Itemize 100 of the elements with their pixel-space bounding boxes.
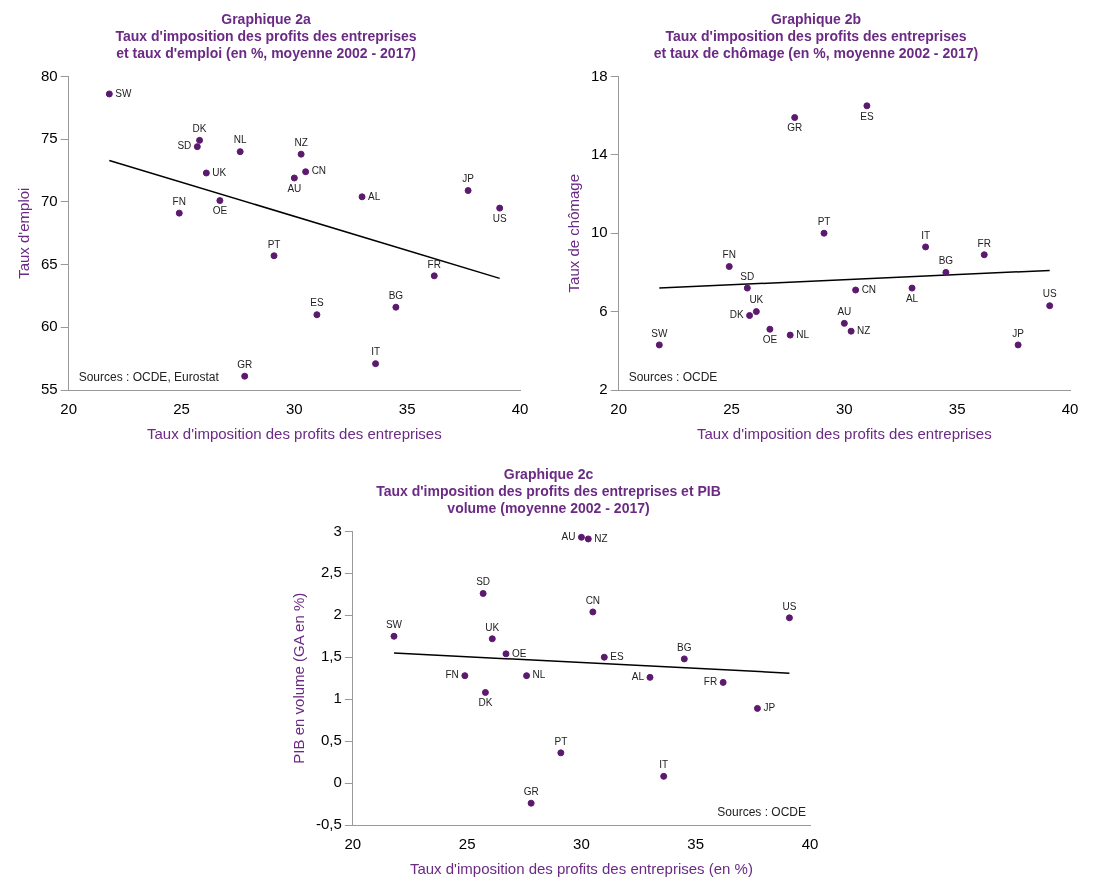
- annotation: NZ: [594, 532, 608, 544]
- point: [980, 251, 988, 259]
- annotation: NL: [532, 669, 546, 681]
- x-tick-label: 40: [511, 400, 529, 418]
- point: [430, 272, 438, 280]
- annotation: PT: [554, 735, 568, 747]
- x-tick-label: 35: [398, 400, 416, 418]
- point: [584, 535, 592, 543]
- annotation: AL: [631, 671, 645, 683]
- point: [753, 704, 761, 712]
- annotation: JP: [462, 173, 475, 185]
- point: [646, 673, 654, 681]
- point: [655, 341, 663, 349]
- annotation: IT: [921, 229, 931, 241]
- annotation: IT: [659, 759, 669, 771]
- annotation: DK: [192, 123, 207, 135]
- point: [464, 187, 472, 195]
- point: [557, 749, 565, 757]
- point: [840, 319, 848, 327]
- annotation: NZ: [857, 324, 871, 336]
- point: [863, 102, 871, 110]
- point: [791, 114, 799, 122]
- point: [589, 608, 597, 616]
- annotation: BG: [677, 641, 692, 653]
- annotation: Sources : OCDE: [717, 805, 806, 820]
- annotation: SW: [385, 619, 403, 631]
- point: [202, 169, 210, 177]
- y-tick-label: 2: [599, 380, 608, 398]
- point: [786, 331, 794, 339]
- annotation: SW: [115, 87, 132, 99]
- annotation: US: [1042, 288, 1057, 300]
- annotation: AU: [561, 531, 576, 543]
- annotation: NL: [796, 328, 810, 340]
- point: [847, 327, 855, 335]
- x-tick-label: 25: [723, 400, 740, 418]
- point: [297, 150, 305, 158]
- point: [752, 308, 760, 316]
- point: [1014, 341, 1022, 349]
- y-tick-label: 0: [333, 773, 342, 791]
- annotation: PT: [817, 215, 831, 227]
- y-tick-label: 60: [41, 317, 58, 335]
- point: [313, 311, 321, 319]
- y-tick-label: 75: [41, 129, 58, 147]
- annotation: SD: [476, 576, 491, 588]
- point: [461, 672, 469, 680]
- annotation: BG: [938, 255, 954, 267]
- point: [236, 148, 244, 156]
- point: [290, 174, 298, 182]
- x-tick-label: 20: [610, 400, 628, 418]
- y-tick-label: 14: [591, 144, 608, 162]
- y-tick-label: 55: [41, 380, 58, 398]
- y-tick-label: 1,5: [320, 647, 342, 665]
- point: [725, 263, 733, 271]
- point: [479, 589, 487, 597]
- point: [852, 286, 860, 294]
- x-tick-label: 20: [60, 400, 78, 418]
- annotation: DK: [478, 697, 493, 709]
- x-tick-label: 40: [801, 835, 819, 853]
- annotation: AU: [837, 306, 852, 318]
- annotation: AU: [287, 182, 302, 194]
- point: [922, 243, 930, 251]
- annotation: OE: [762, 333, 778, 345]
- annotation: AL: [368, 190, 381, 202]
- annotation: JP: [1012, 327, 1025, 339]
- annotation: IT: [371, 346, 381, 358]
- point: [481, 688, 489, 696]
- y-tick-label: 18: [591, 66, 608, 84]
- point: [390, 632, 398, 640]
- point: [523, 672, 531, 680]
- annotation: FR: [703, 676, 718, 688]
- annotation: FN: [445, 669, 459, 681]
- annotation: NL: [233, 134, 248, 146]
- annotation: DK: [729, 309, 744, 321]
- annotation: CN: [311, 165, 327, 177]
- point: [488, 635, 496, 643]
- annotation: Sources : OCDE, Eurostat: [78, 370, 220, 385]
- x-tick-label: 40: [1061, 400, 1079, 418]
- point: [600, 653, 608, 661]
- annotation: UK: [749, 294, 764, 306]
- x-axis-title: Taux d'imposition des profits des entreprises: [697, 425, 992, 443]
- annotation: ES: [610, 650, 624, 662]
- x-tick-label: 25: [173, 400, 190, 418]
- annotation: US: [782, 600, 797, 612]
- point: [196, 136, 204, 144]
- chart-title: Graphique 2b: [770, 11, 862, 28]
- annotation: SD: [177, 140, 192, 152]
- point: [577, 533, 585, 541]
- y-axis-title: PIB en volume (GA en %): [290, 592, 308, 764]
- chart-title: Graphique 2c: [503, 466, 594, 483]
- annotation: FN: [722, 249, 736, 261]
- point: [820, 229, 828, 237]
- y-axis-title: Taux d'emploi: [15, 187, 33, 279]
- y-tick-label: 65: [41, 254, 58, 272]
- point: [372, 360, 380, 368]
- y-tick-label: 10: [591, 223, 608, 241]
- annotation: BG: [388, 289, 404, 301]
- y-tick-label: 70: [41, 191, 58, 209]
- y-tick-label: 0,5: [320, 731, 342, 749]
- y-tick-label: 6: [599, 301, 608, 319]
- annotation: ES: [310, 297, 324, 309]
